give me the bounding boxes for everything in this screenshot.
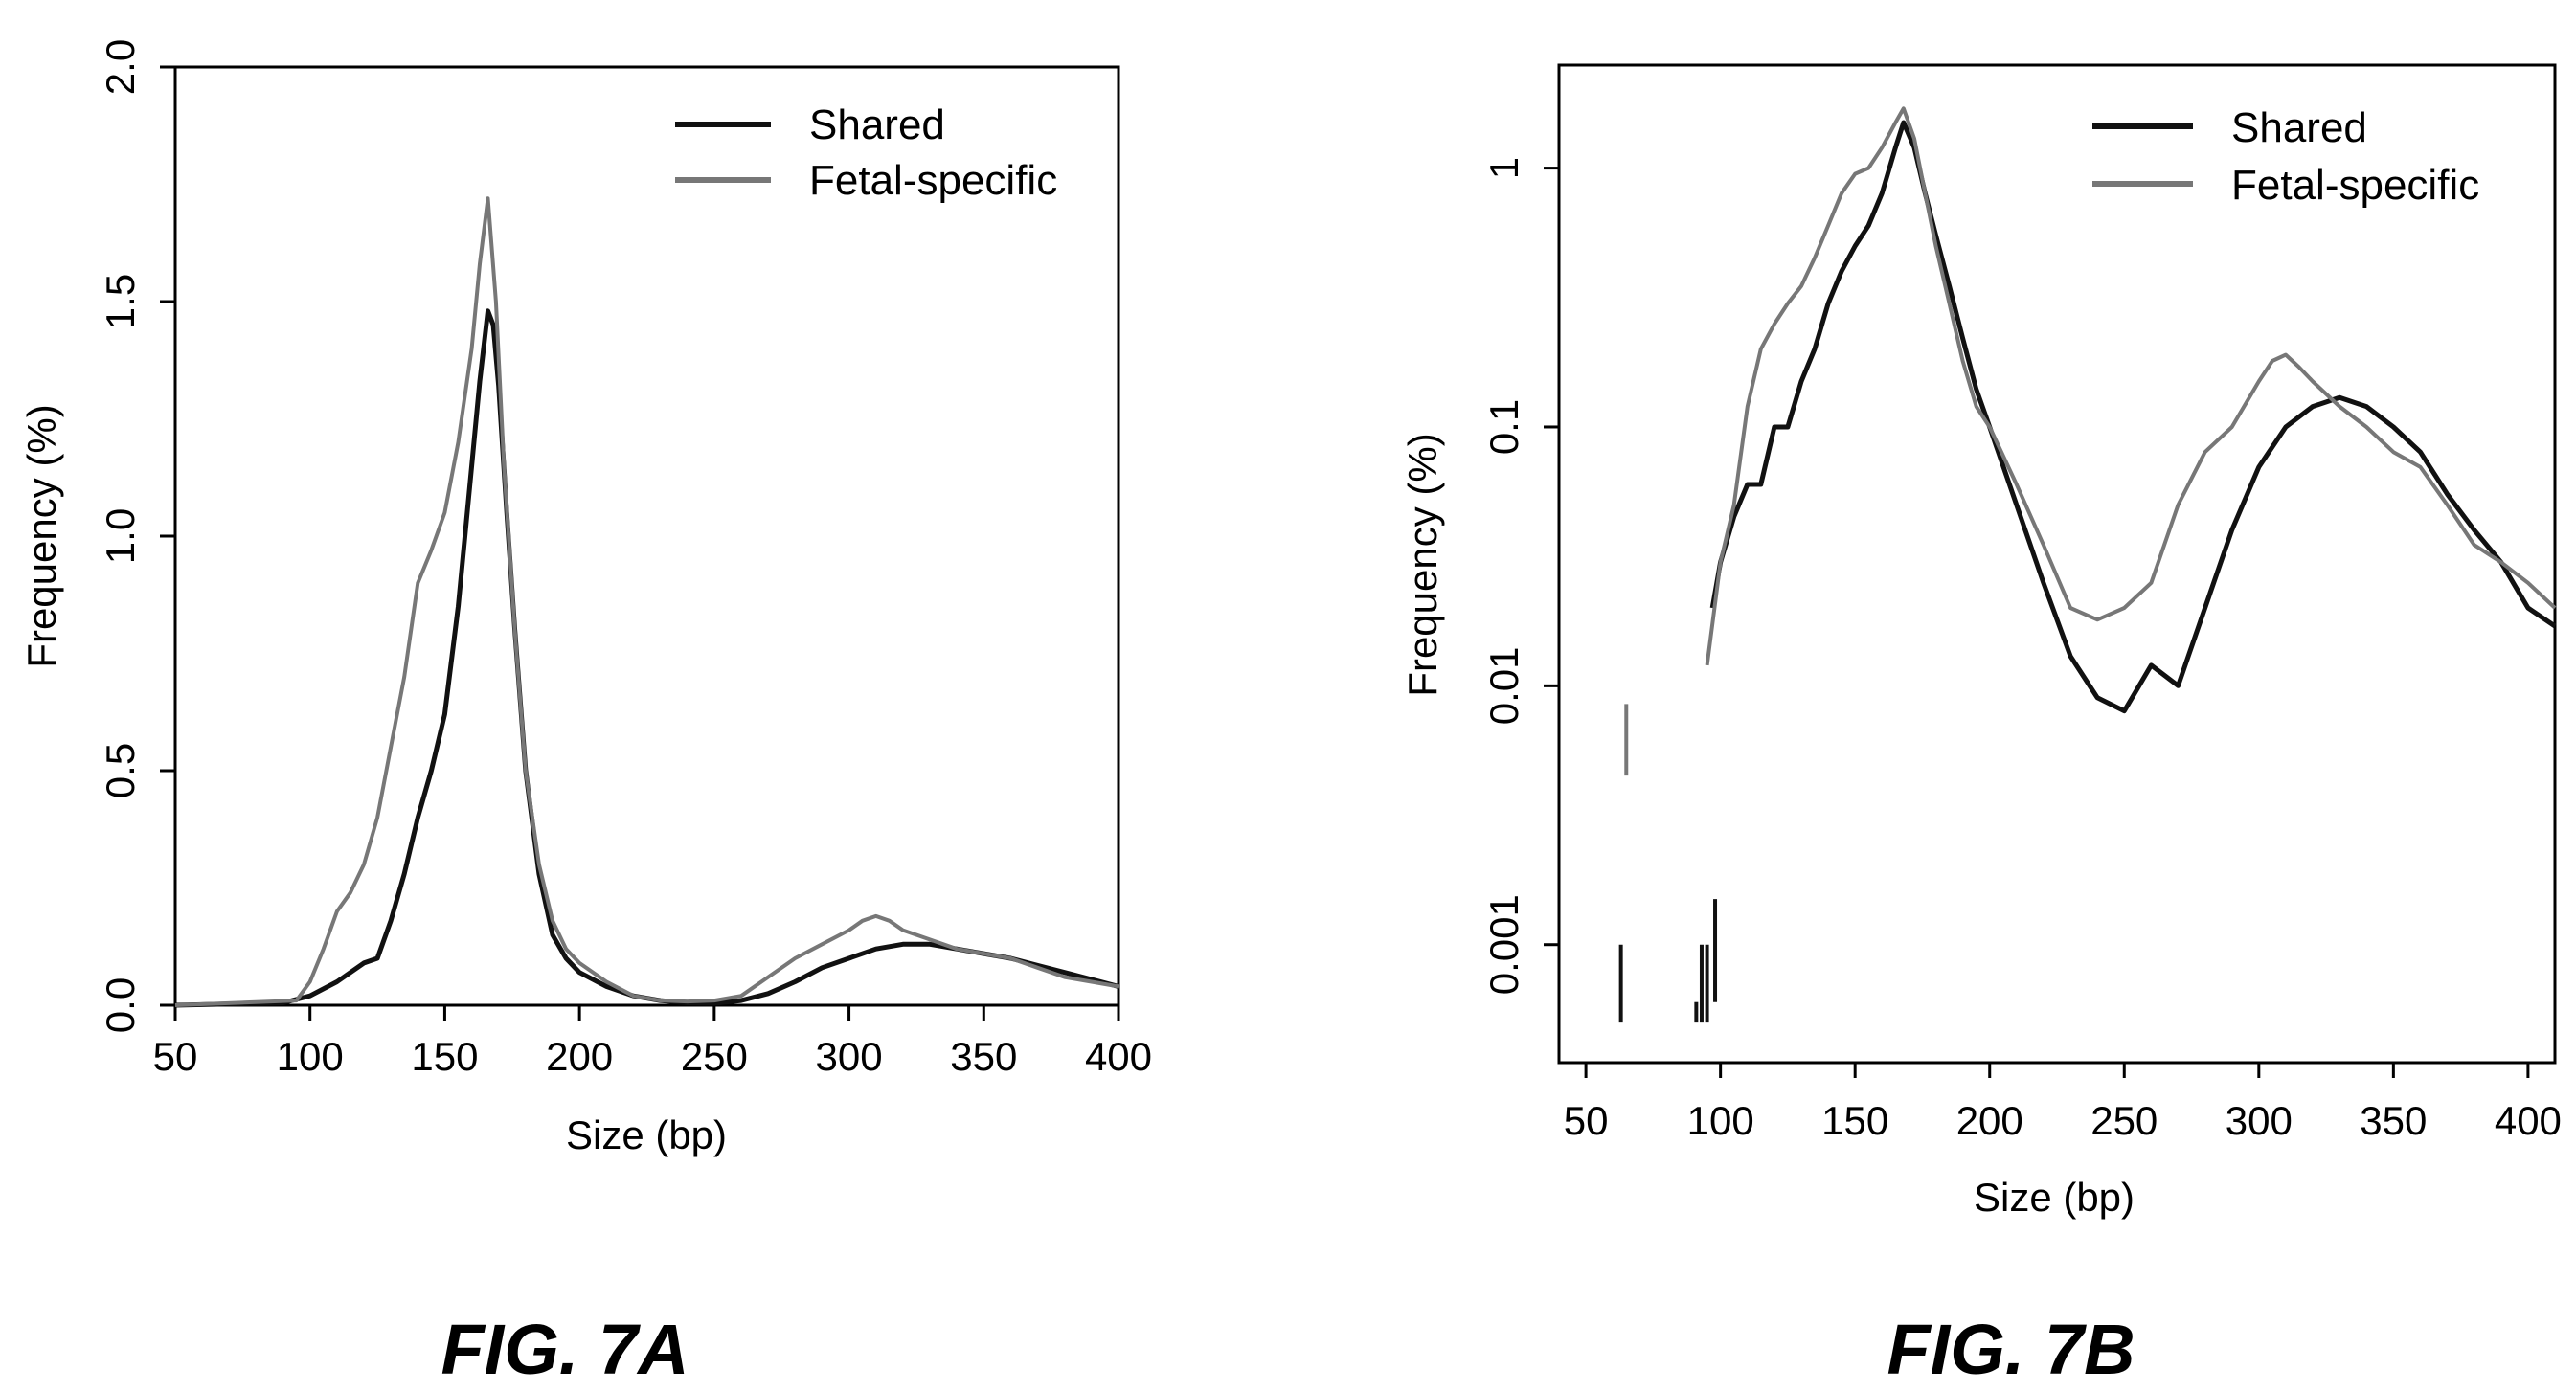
y-axis: 0.001 0.01 0.1 1	[1481, 157, 1559, 995]
x-tick-label: 250	[681, 1034, 748, 1079]
y-axis: 0.0 0.5 1.0 1.5 2.0	[98, 39, 175, 1033]
y-tick-label: 1	[1481, 157, 1526, 179]
legend-label-shared: Shared	[2231, 104, 2367, 151]
x-axis: 50 100 150 200 250 300 350 400	[1564, 1063, 2562, 1143]
y-tick-label: 0.5	[98, 743, 143, 798]
x-tick-label: 250	[2090, 1098, 2158, 1143]
x-tick-label: 50	[1564, 1098, 1609, 1143]
legend-label-fetal-specific: Fetal-specific	[809, 157, 1057, 204]
y-tick-label: 2.0	[98, 39, 143, 95]
x-axis-title: Size (bp)	[1974, 1175, 2135, 1220]
y-axis-title: Frequency (%)	[19, 404, 64, 667]
x-tick-label: 150	[411, 1034, 478, 1079]
figure-caption: FIG. 7A	[441, 1310, 689, 1389]
x-tick-label: 100	[1687, 1098, 1754, 1143]
series-layer	[174, 196, 1119, 1008]
y-tick-label: 0.1	[1481, 399, 1526, 455]
x-tick-label: 350	[2360, 1098, 2427, 1143]
y-tick-label: 0.001	[1481, 894, 1526, 995]
series-line-fetal-specific	[174, 196, 1119, 1007]
x-tick-label: 300	[2226, 1098, 2293, 1143]
legend-label-shared: Shared	[809, 101, 945, 148]
chart-panel-7b: 50 100 150 200 250 300 350 400 0.001 0.01 0.1 1 Si…	[1400, 63, 2562, 1389]
y-tick-label: 0.01	[1481, 646, 1526, 725]
x-tick-label: 350	[950, 1034, 1017, 1079]
x-tick-label: 50	[153, 1034, 198, 1079]
plot-frame	[173, 65, 1120, 1007]
x-tick-label: 400	[1085, 1034, 1152, 1079]
x-tick-label: 200	[1956, 1098, 2023, 1143]
y-axis-title: Frequency (%)	[1400, 433, 1445, 696]
y-tick-label: 1.0	[98, 508, 143, 564]
y-tick-label: 1.5	[98, 274, 143, 329]
y-tick-label: 0.0	[98, 977, 143, 1033]
x-tick-label: 300	[816, 1034, 883, 1079]
series-line-shared	[174, 308, 1119, 1008]
x-tick-label: 400	[2495, 1098, 2562, 1143]
legend: Shared Fetal-specific	[2092, 104, 2479, 209]
x-axis-title: Size (bp)	[566, 1112, 727, 1157]
figure-caption: FIG. 7B	[1887, 1310, 2135, 1389]
x-tick-label: 150	[1821, 1098, 1888, 1143]
legend: Shared Fetal-specific	[675, 101, 1057, 204]
series-line-fetal-specific	[1705, 106, 2557, 666]
legend-label-fetal-specific: Fetal-specific	[2231, 162, 2479, 209]
x-tick-label: 200	[546, 1034, 613, 1079]
plot-frame	[1557, 63, 2557, 1065]
series-layer	[1618, 106, 2557, 1023]
x-axis: 50 100 150 200 250 300 350 400	[153, 1005, 1152, 1079]
series-line-shared	[1709, 120, 2557, 714]
x-tick-label: 100	[277, 1034, 344, 1079]
chart-panel-7a: 50 100 150 200 250 300 350 400 0.00.51.01.52.0 …	[19, 39, 1152, 1389]
